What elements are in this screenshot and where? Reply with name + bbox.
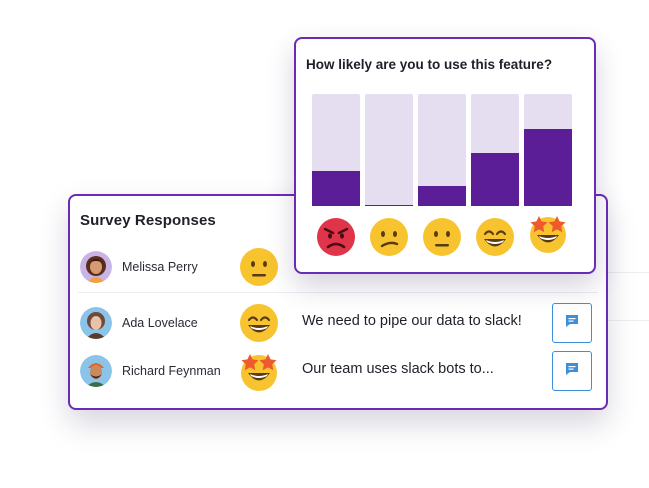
comment-icon bbox=[564, 361, 580, 382]
survey-responses-card: Survey Responses Melissa Perry bbox=[68, 194, 608, 410]
rating-bar-angry bbox=[312, 94, 360, 206]
respondent-name: Richard Feynman bbox=[122, 364, 221, 378]
row-divider bbox=[78, 292, 598, 293]
bar-fill bbox=[312, 171, 360, 206]
response-row[interactable]: Melissa Perry bbox=[70, 242, 606, 290]
avatar bbox=[80, 307, 112, 339]
star-struck-face-icon[interactable] bbox=[527, 212, 569, 254]
response-comment: Our team uses slack bots to... bbox=[302, 361, 494, 377]
star-struck-face-icon bbox=[238, 350, 280, 392]
confused-face-icon[interactable] bbox=[368, 216, 410, 258]
rating-bar-star-struck bbox=[524, 94, 572, 206]
rating-bar-neutral bbox=[418, 94, 466, 206]
neutral-face-icon[interactable] bbox=[421, 216, 463, 258]
bar-fill bbox=[471, 153, 519, 206]
grinning-face-icon[interactable] bbox=[474, 216, 516, 258]
bar-fill bbox=[365, 204, 413, 206]
bar-fill bbox=[524, 128, 572, 206]
popup-title: How likely are you to use this feature? bbox=[306, 57, 553, 72]
card-title: Survey Responses bbox=[80, 212, 216, 229]
grinning-face-icon bbox=[238, 302, 280, 344]
rating-bars bbox=[312, 94, 574, 206]
comment-icon bbox=[564, 313, 580, 334]
view-comment-button[interactable] bbox=[552, 351, 592, 391]
feature-likelihood-popup: How likely are you to use this feature? bbox=[294, 37, 596, 274]
response-comment: We need to pipe our data to slack! bbox=[302, 313, 522, 329]
rating-bar-grinning bbox=[471, 94, 519, 206]
view-comment-button[interactable] bbox=[552, 303, 592, 343]
angry-face-icon[interactable] bbox=[315, 216, 357, 258]
response-row[interactable]: Ada Lovelace We need to pipe our data to… bbox=[70, 298, 606, 346]
neutral-face-icon bbox=[238, 246, 280, 288]
respondent-name: Melissa Perry bbox=[122, 260, 198, 274]
rating-bar-confused bbox=[365, 94, 413, 206]
response-row[interactable]: Richard Feynman Our team uses slack bots… bbox=[70, 346, 606, 394]
bar-fill bbox=[418, 185, 466, 206]
avatar bbox=[80, 251, 112, 283]
avatar bbox=[80, 355, 112, 387]
background-guide-line bbox=[580, 320, 649, 321]
respondent-name: Ada Lovelace bbox=[122, 316, 198, 330]
